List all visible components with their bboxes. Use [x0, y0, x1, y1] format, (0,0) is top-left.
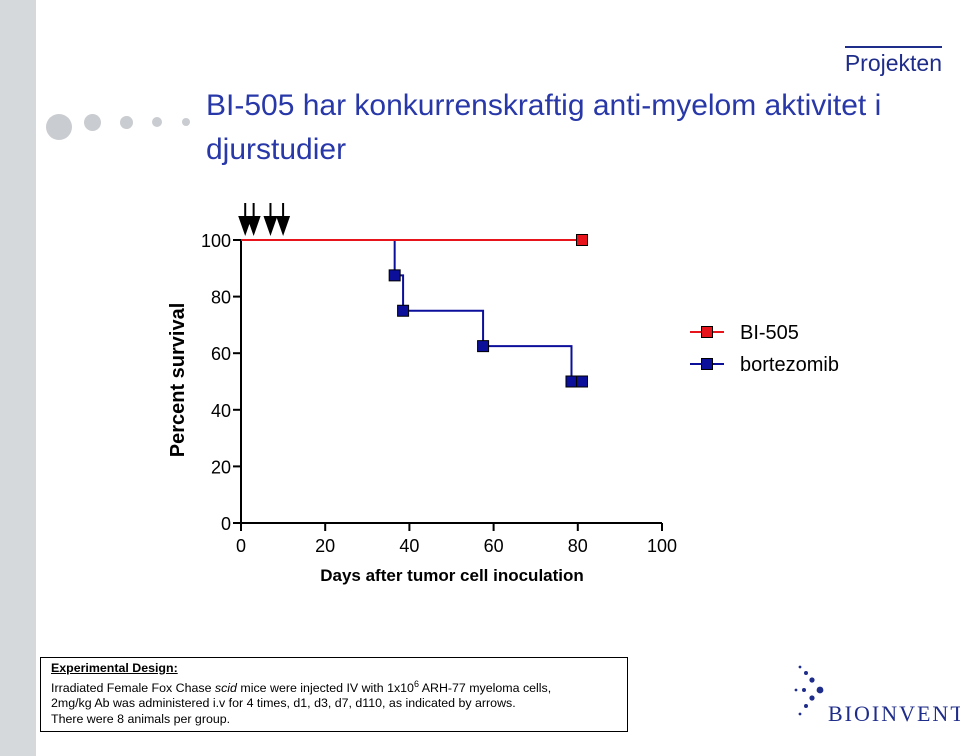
design-line-1b: mice were injected IV with 1x10 — [236, 680, 414, 695]
legend-swatch-marker — [701, 326, 713, 338]
survival-chart: 0 20 40 60 80 100 0 20 40 60 80 100 Percent surviv… — [167, 203, 839, 585]
y-tick-label: 40 — [211, 401, 231, 421]
y-tick-label: 80 — [211, 288, 231, 308]
section-label[interactable]: Projekten — [844, 46, 942, 77]
data-marker — [388, 269, 401, 282]
x-tick-label: 60 — [484, 536, 504, 556]
x-axis: 0 20 40 60 80 100 — [236, 522, 677, 556]
legend: BI-505 bortezomib — [690, 322, 839, 376]
design-line-1: Irradiated Female Fox Chase scid mice we… — [51, 677, 617, 697]
slide-title: BI-505 har konkurrenskraftig anti-myelom… — [206, 89, 882, 166]
design-line-1-italic: scid — [214, 680, 237, 695]
y-axis-label: Percent survival — [167, 303, 189, 458]
legend-label: BI-505 — [740, 322, 799, 344]
dosing-arrow-icon — [263, 216, 278, 236]
legend-label: bortezomib — [740, 354, 839, 376]
y-tick-label: 20 — [211, 457, 231, 477]
x-tick-label: 20 — [315, 536, 335, 556]
design-line-1-sup: 6 — [413, 678, 419, 689]
logo-mark-icon — [794, 665, 824, 716]
dosing-arrow-icon — [246, 216, 261, 236]
series-lines — [241, 239, 583, 383]
dosing-arrows — [238, 203, 291, 236]
data-marker — [576, 375, 589, 388]
logo-wordmark: BIOINVENT — [828, 701, 960, 726]
bioinvent-logo: BIOINVENT — [790, 664, 960, 726]
dosing-arrow-icon — [276, 216, 291, 236]
data-marker — [397, 304, 410, 317]
series-line — [241, 239, 583, 383]
x-tick-label: 100 — [647, 536, 677, 556]
data-marker — [565, 375, 578, 388]
x-tick-label: 0 — [236, 536, 246, 556]
y-tick-label: 100 — [201, 231, 231, 251]
x-tick-label: 40 — [399, 536, 419, 556]
design-line-2: 2mg/kg Ab was administered i.v for 4 tim… — [51, 696, 516, 711]
side-band — [0, 0, 36, 756]
x-axis-label: Days after tumor cell inoculation — [320, 566, 584, 585]
y-tick-label: 60 — [211, 344, 231, 364]
y-axis: 0 20 40 60 80 100 — [201, 231, 242, 534]
legend-swatch-marker — [701, 358, 713, 370]
y-tick-label: 0 — [221, 514, 231, 534]
data-marker — [477, 340, 490, 353]
design-line-1a: Irradiated Female Fox Chase — [51, 680, 215, 695]
experimental-design-box: Experimental Design: Irradiated Female F… — [40, 657, 628, 732]
design-line-3: There were 8 animals per group. — [51, 711, 231, 726]
data-marker — [576, 234, 589, 246]
x-tick-label: 80 — [568, 536, 588, 556]
series-markers — [388, 234, 589, 388]
design-heading: Experimental Design: — [51, 661, 178, 675]
design-line-1c: ARH-77 myeloma cells, — [418, 680, 552, 695]
